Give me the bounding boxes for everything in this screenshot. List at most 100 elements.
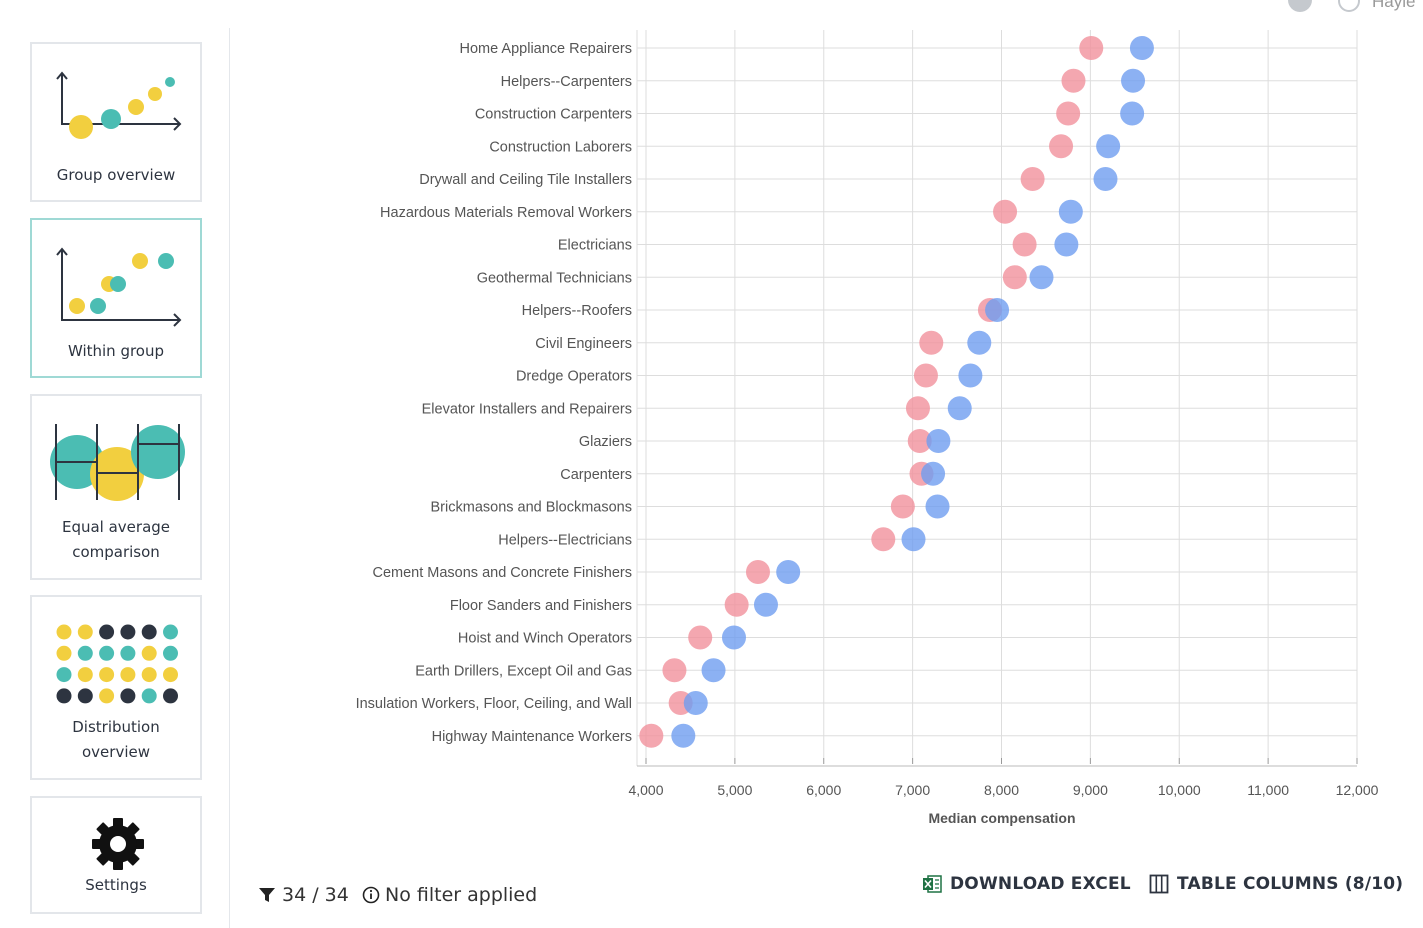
category-label: Glaziers — [579, 434, 632, 450]
data-point-series-2[interactable] — [925, 494, 950, 519]
sidebar-item-label: Settings — [85, 876, 147, 894]
download-excel-button[interactable]: DOWNLOAD EXCEL — [922, 874, 1131, 894]
sidebar-item-label-line2: overview — [82, 743, 150, 761]
data-point-series-2[interactable] — [701, 658, 726, 683]
data-point-series-1[interactable] — [1056, 101, 1081, 126]
icon-dot — [56, 688, 72, 704]
data-point-series-1[interactable] — [1012, 232, 1037, 257]
x-tick-label: 5,000 — [717, 782, 752, 798]
category-label: Geothermal Technicians — [477, 270, 632, 286]
icon-dot — [77, 688, 93, 704]
x-tick-label: 9,000 — [1073, 782, 1108, 798]
data-point-series-1[interactable] — [1020, 167, 1045, 191]
icon-dot — [141, 688, 157, 704]
icon-dot — [77, 667, 93, 683]
sidebar-item-equal-average[interactable]: Equal average comparison — [30, 394, 202, 580]
data-point-series-1[interactable] — [905, 396, 930, 421]
data-point-series-1[interactable] — [688, 625, 713, 650]
icon-dot — [163, 667, 178, 683]
sidebar-item-distribution-overview[interactable]: Distribution overview — [30, 595, 202, 780]
within-group-icon — [56, 247, 182, 327]
sidebar-item-within-group[interactable]: Within group — [30, 218, 202, 378]
data-point-series-2[interactable] — [1096, 134, 1121, 159]
data-point-series-2[interactable] — [958, 363, 983, 388]
excel-icon — [923, 875, 942, 893]
data-point-series-1[interactable] — [1049, 134, 1074, 159]
data-point-series-1[interactable] — [993, 199, 1018, 224]
data-point-series-1[interactable] — [745, 560, 770, 584]
sidebar-item-label-line2: comparison — [72, 543, 160, 561]
data-point-series-2[interactable] — [926, 429, 951, 453]
data-point-series-1[interactable] — [1061, 68, 1086, 93]
icon-dot — [120, 667, 136, 683]
data-point-series-2[interactable] — [753, 592, 778, 617]
icon-dot — [56, 667, 72, 683]
category-label: Elevator Installers and Repairers — [422, 401, 632, 417]
columns-icon — [1149, 874, 1169, 894]
data-point-series-2[interactable] — [1029, 265, 1054, 290]
data-point-series-1[interactable] — [871, 527, 896, 552]
data-point-series-2[interactable] — [1121, 68, 1146, 93]
icon-dot — [56, 645, 72, 661]
data-point-series-1[interactable] — [913, 363, 938, 388]
category-label: Electricians — [558, 238, 632, 254]
icon-dot — [56, 624, 72, 640]
help-icon[interactable] — [1288, 0, 1312, 12]
icon-dot — [120, 624, 136, 640]
sidebar-item-label: Within group — [67, 342, 165, 360]
data-point-series-1[interactable] — [724, 592, 749, 617]
data-point-series-2[interactable] — [671, 723, 696, 748]
icon-dot — [120, 688, 136, 704]
icon-dot — [163, 624, 178, 640]
icon-dot — [163, 645, 178, 661]
info-icon — [362, 886, 380, 904]
category-label: Drywall and Ceiling Tile Installers — [419, 172, 632, 188]
category-label: Helpers--Roofers — [522, 303, 632, 319]
sidebar-item-label: Group overview — [56, 166, 176, 184]
category-label: Brickmasons and Blockmasons — [431, 500, 632, 516]
category-label: Highway Maintenance Workers — [432, 729, 632, 745]
gear-icon — [92, 818, 144, 870]
sidebar-item-settings[interactable]: Settings — [30, 796, 202, 914]
data-point-series-2[interactable] — [1054, 232, 1079, 257]
icon-dot — [99, 688, 115, 704]
filter-status-text: No filter applied — [385, 884, 538, 906]
filter-count[interactable]: 34 / 34 — [258, 884, 349, 906]
category-label: Hazardous Materials Removal Workers — [380, 205, 632, 221]
data-point-series-2[interactable] — [985, 298, 1010, 322]
user-name[interactable]: Hayle — [1372, 0, 1416, 11]
data-point-series-2[interactable] — [683, 691, 708, 715]
data-point-series-1[interactable] — [907, 429, 932, 453]
filter-icon — [259, 888, 275, 902]
data-point-series-1[interactable] — [919, 330, 944, 355]
data-point-series-2[interactable] — [1129, 36, 1154, 60]
data-point-series-1[interactable] — [639, 723, 664, 748]
icon-dot — [99, 624, 115, 640]
data-point-series-2[interactable] — [721, 625, 746, 650]
data-point-series-2[interactable] — [901, 527, 926, 552]
category-label: Floor Sanders and Finishers — [450, 598, 632, 614]
data-point-series-1[interactable] — [1079, 36, 1104, 60]
data-point-series-1[interactable] — [1002, 265, 1027, 290]
category-label: Home Appliance Repairers — [460, 41, 632, 57]
data-point-series-1[interactable] — [662, 658, 687, 683]
data-point-series-2[interactable] — [1093, 167, 1118, 191]
data-point-series-2[interactable] — [921, 461, 946, 486]
icon-dot — [99, 645, 115, 661]
data-point-series-2[interactable] — [967, 330, 992, 355]
icon-dot — [141, 645, 157, 661]
icon-dot — [141, 624, 157, 640]
data-point-series-2[interactable] — [776, 560, 801, 584]
sidebar-item-group-overview[interactable]: Group overview — [30, 42, 202, 202]
data-point-series-2[interactable] — [947, 396, 972, 421]
data-point-series-1[interactable] — [890, 494, 915, 519]
category-label: Construction Carpenters — [475, 107, 632, 123]
table-columns-button[interactable]: TABLE COLUMNS (8/10) — [1149, 874, 1403, 894]
x-tick-label: 6,000 — [806, 782, 841, 798]
x-tick-label: 12,000 — [1336, 782, 1379, 798]
x-tick-label: 4,000 — [628, 782, 663, 798]
compensation-dot-chart: Home Appliance Repairers Helpers--Carpent… — [356, 30, 1379, 826]
data-point-series-2[interactable] — [1120, 101, 1145, 126]
data-point-series-2[interactable] — [1058, 199, 1083, 224]
category-label: Dredge Operators — [516, 369, 632, 385]
